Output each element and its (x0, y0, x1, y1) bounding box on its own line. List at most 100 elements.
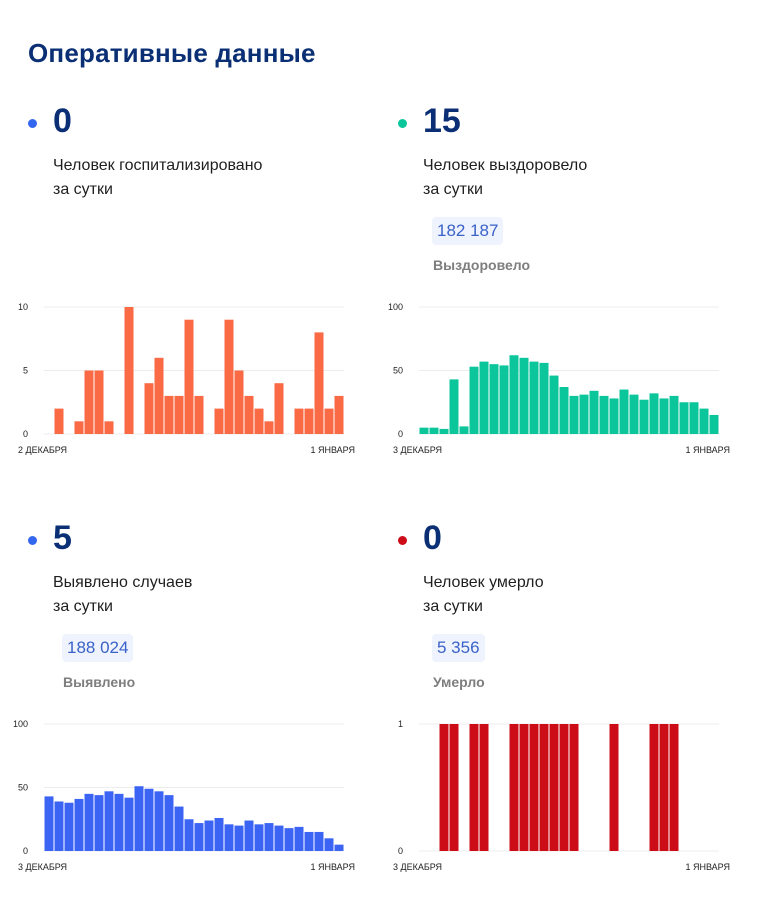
bar (304, 831, 314, 851)
bar (609, 724, 619, 851)
bar (114, 793, 124, 851)
bar (709, 414, 719, 434)
daily-value: 0 (423, 519, 442, 557)
bar (449, 379, 459, 434)
bar (194, 395, 204, 434)
bar (629, 394, 639, 434)
daily-value: 15 (423, 102, 461, 140)
total-value: 182 187 (432, 217, 504, 245)
x-start-label: 3 ДЕКАБРЯ (18, 862, 67, 872)
bar (519, 357, 529, 434)
bar (184, 319, 194, 434)
total-value: 5 356 (432, 634, 485, 662)
y-tick-label: 0 (398, 429, 403, 439)
bar (44, 796, 54, 851)
bar (509, 724, 519, 851)
bar (334, 844, 344, 851)
chart-recovered: 0 50 100 3 ДЕКАБРЯ 1 ЯНВАРЯ (388, 302, 730, 455)
bar (254, 408, 264, 434)
daily-value: 0 (53, 102, 72, 140)
bar (54, 408, 64, 434)
bar (74, 421, 84, 434)
daily-description: Человек умерло за сутки (423, 574, 544, 615)
chart-deaths: 0 1 3 ДЕКАБРЯ 1 ЯНВАРЯ (393, 719, 730, 872)
bar (264, 823, 274, 851)
bar (104, 421, 114, 434)
bar (54, 801, 64, 851)
bar (264, 421, 274, 434)
bar (314, 831, 324, 851)
bar (184, 819, 194, 851)
daily-value: 5 (53, 519, 72, 557)
bar (294, 826, 304, 851)
bar (539, 362, 549, 434)
bar (699, 408, 709, 434)
bar (334, 395, 344, 434)
bar (529, 361, 539, 434)
bar (144, 788, 154, 851)
bar (234, 825, 244, 851)
bar (134, 786, 144, 851)
bar (144, 383, 154, 434)
x-start-label: 3 ДЕКАБРЯ (393, 445, 442, 455)
bar (499, 365, 509, 434)
bar (689, 402, 699, 434)
bar (419, 427, 429, 434)
bar (459, 426, 469, 434)
bar (439, 724, 449, 851)
bar (214, 817, 224, 851)
bar (164, 395, 174, 434)
bar (214, 408, 224, 434)
bar (74, 798, 84, 851)
daily-description: Выявлено случаев за сутки (53, 574, 193, 615)
daily-description: Человек госпитализировано за сутки (53, 157, 263, 198)
y-tick-label: 0 (398, 846, 403, 856)
x-end-label: 1 ЯНВАРЯ (310, 862, 355, 872)
x-start-label: 2 ДЕКАБРЯ (18, 445, 67, 455)
bar (224, 319, 234, 434)
bar (194, 823, 204, 851)
bar (94, 795, 104, 851)
bar (469, 724, 479, 851)
y-tick-label: 50 (393, 366, 403, 376)
bar (174, 806, 184, 851)
bar (519, 724, 529, 851)
bar (314, 332, 324, 434)
bar (274, 383, 284, 434)
bar (449, 724, 459, 851)
bar (559, 724, 569, 851)
bar (174, 395, 184, 434)
bar (439, 428, 449, 434)
bar (489, 364, 499, 434)
bar (284, 828, 294, 851)
bar (124, 797, 134, 851)
bar (599, 395, 609, 434)
bar (659, 724, 669, 851)
y-tick-label: 0 (23, 429, 28, 439)
bar (669, 395, 679, 434)
bar (274, 825, 284, 851)
bar (234, 370, 244, 434)
bar (639, 399, 649, 434)
bar (154, 791, 164, 851)
chart-cases: 0 50 100 3 ДЕКАБРЯ 1 ЯНВАРЯ (13, 719, 355, 872)
y-tick-label: 10 (18, 302, 28, 312)
bar (324, 408, 334, 434)
bar (659, 398, 669, 434)
bar (579, 394, 589, 434)
bar (549, 375, 559, 434)
bar (549, 724, 559, 851)
bar (429, 427, 439, 434)
bar (669, 724, 679, 851)
bar (649, 393, 659, 434)
bar (294, 408, 304, 434)
y-tick-label: 100 (13, 719, 28, 729)
x-start-label: 3 ДЕКАБРЯ (393, 862, 442, 872)
status-dot-icon (398, 536, 407, 545)
daily-description: Человек выздоровело за сутки (423, 157, 588, 198)
total-label: Выздоровело (433, 257, 531, 273)
y-tick-label: 5 (23, 366, 28, 376)
total-label: Выявлено (63, 674, 136, 690)
bar (64, 802, 74, 851)
status-dot-icon (398, 119, 407, 128)
